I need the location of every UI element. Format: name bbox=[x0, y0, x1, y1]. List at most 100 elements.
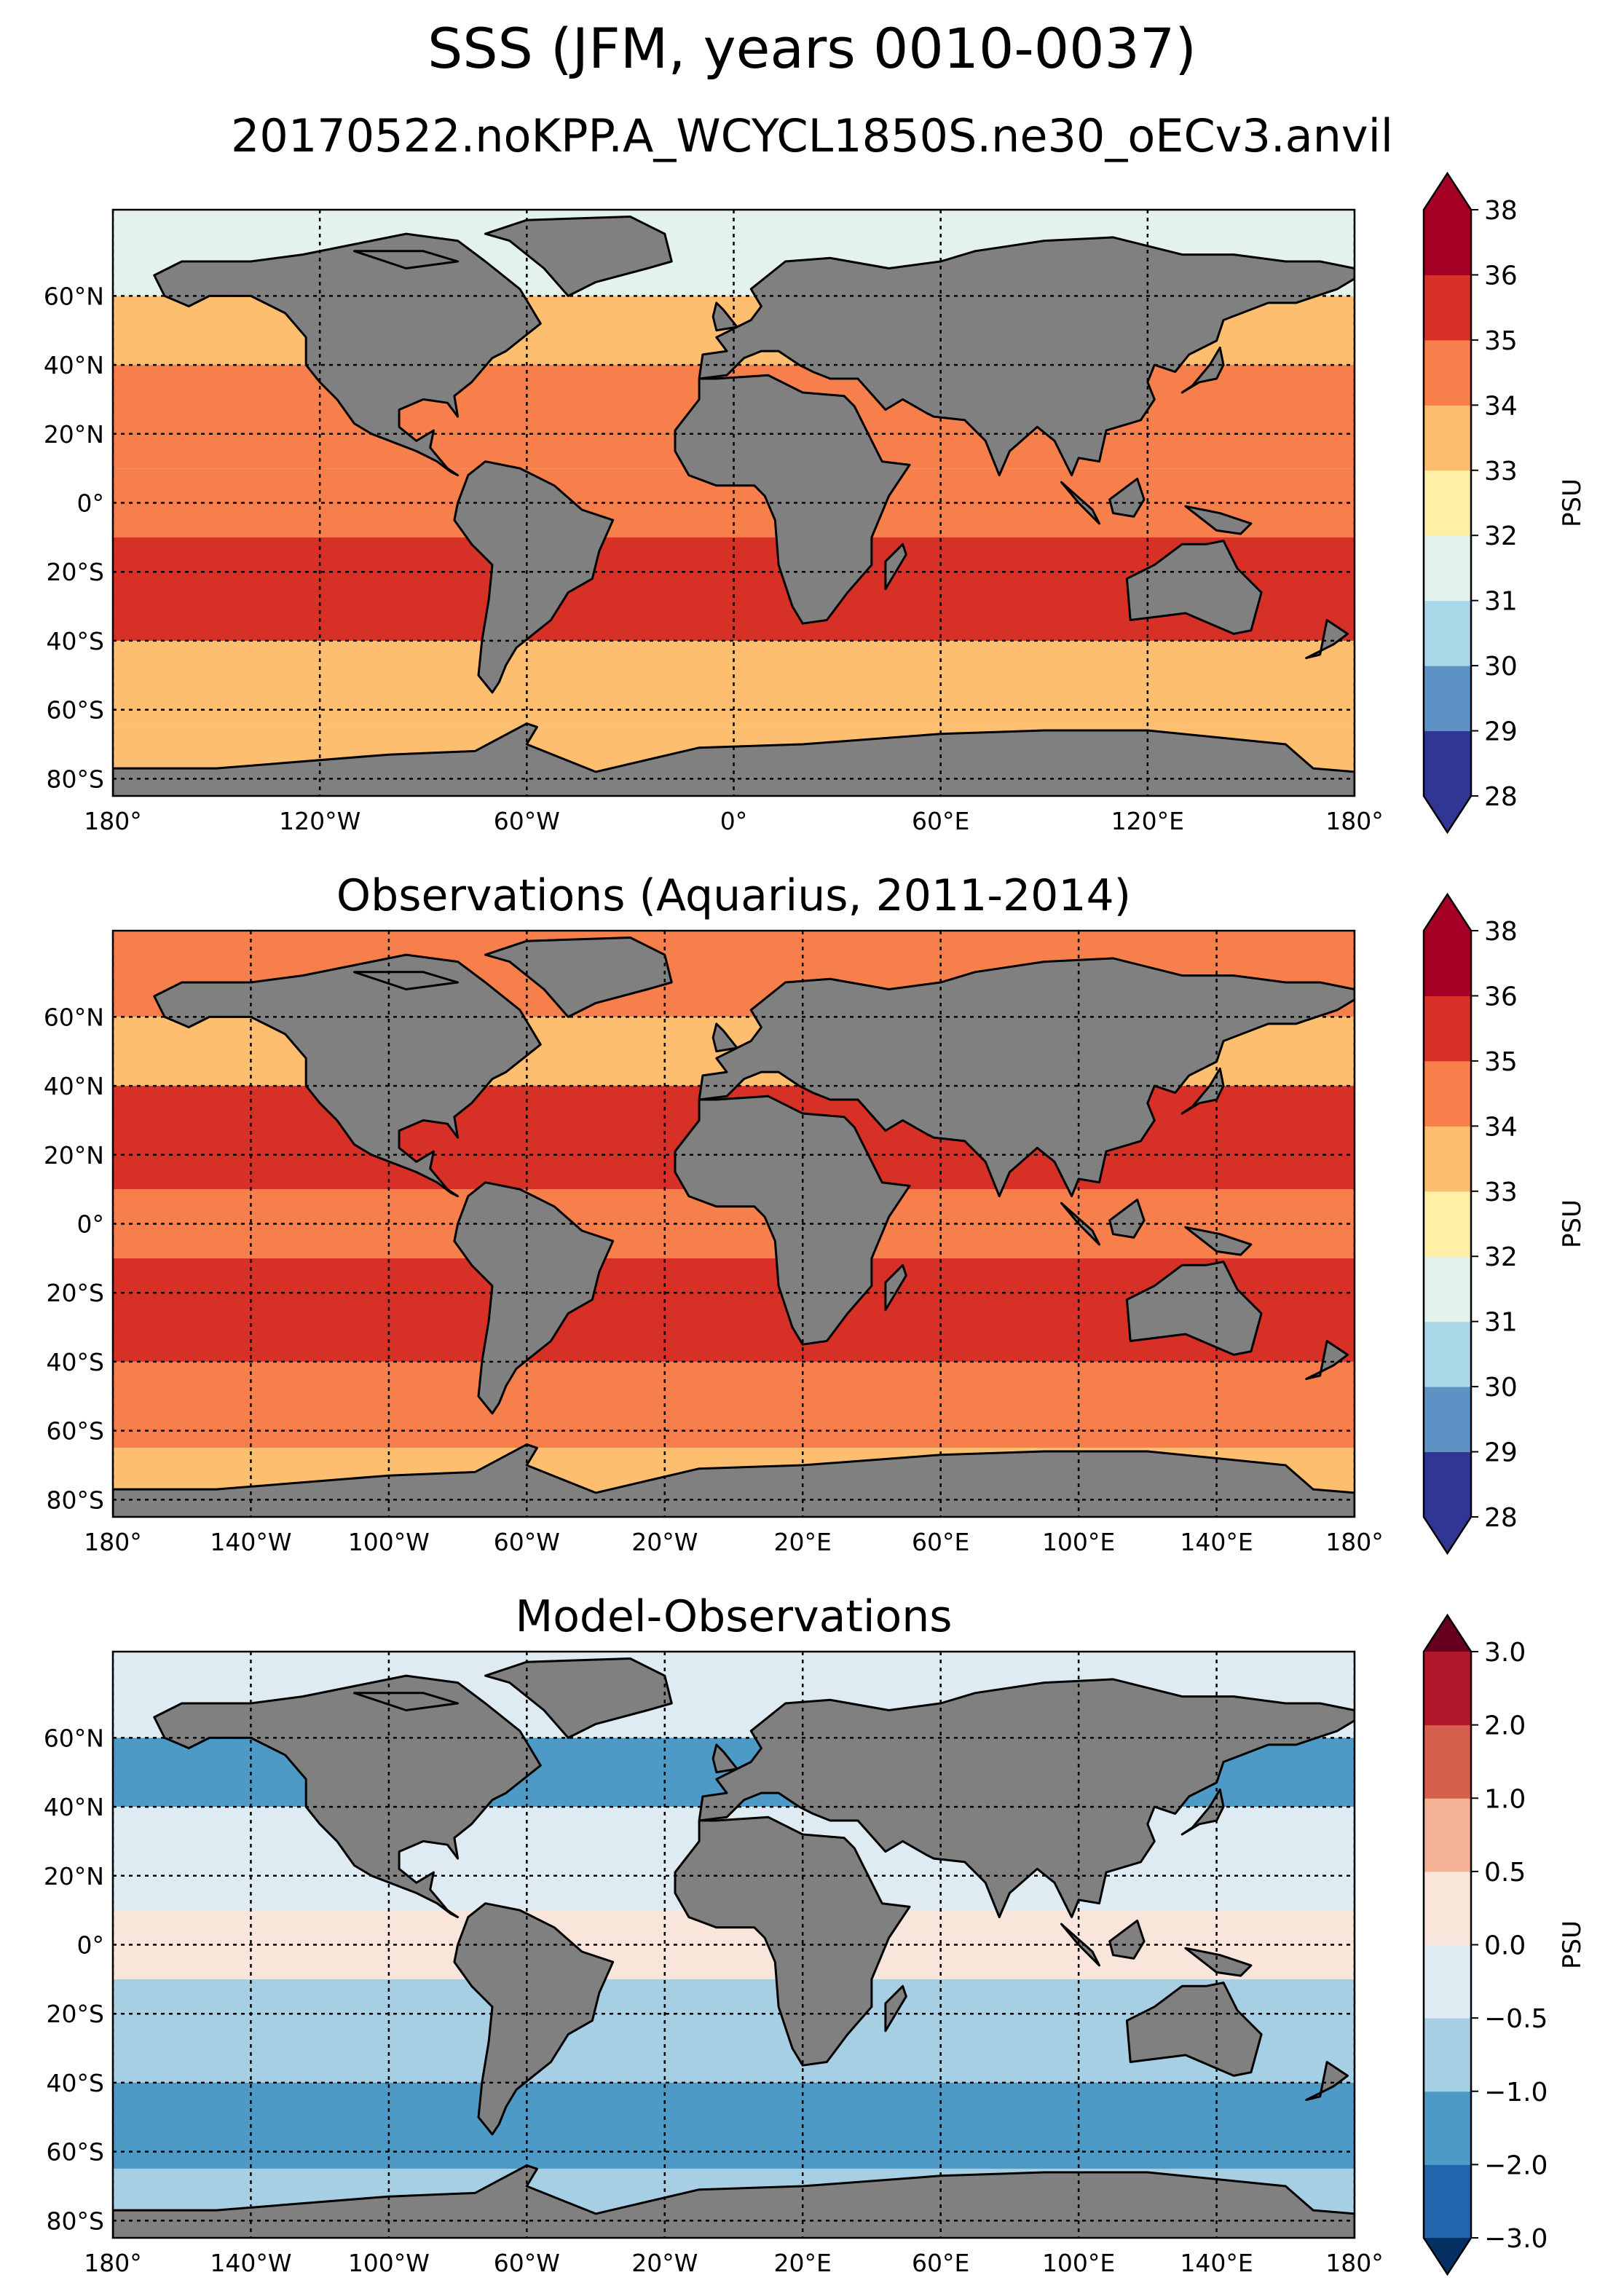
axes-frame bbox=[111, 1650, 1356, 2239]
lat-tick-label: 40°N bbox=[44, 351, 104, 379]
lat-tick-label: 20°N bbox=[44, 420, 104, 449]
colorbar-tick-label: 29 bbox=[1484, 717, 1518, 747]
lat-tick-label: 0° bbox=[77, 1210, 105, 1239]
colorbar-segment bbox=[1424, 470, 1471, 536]
lon-tick-label: 120°E bbox=[1111, 807, 1184, 835]
lon-tick-label: 100°E bbox=[1042, 1528, 1115, 1556]
colorbar-segment bbox=[1424, 1451, 1471, 1518]
field-band bbox=[113, 1361, 1355, 1448]
field-band bbox=[113, 2082, 1355, 2169]
colorbar-tick-label: 31 bbox=[1484, 587, 1518, 617]
land-mass bbox=[674, 1815, 911, 2067]
lat-tick-label: 60°N bbox=[44, 1724, 104, 1752]
lon-tick-label: 180° bbox=[1325, 2249, 1384, 2277]
colorbar-segment bbox=[1424, 1871, 1471, 1945]
lon-tick-label: 60°E bbox=[912, 2249, 969, 2277]
colorbar-tick-label: 32 bbox=[1484, 1242, 1518, 1272]
colorbar-tick-label: 32 bbox=[1484, 521, 1518, 551]
land-mass bbox=[712, 1743, 738, 1774]
lat-tick-label: 60°S bbox=[47, 1417, 104, 1446]
map-area bbox=[113, 931, 1355, 1517]
colorbar-segment bbox=[1424, 1321, 1471, 1387]
colorbar-tick-label: 38 bbox=[1484, 196, 1518, 226]
colorbar-tick-label: 28 bbox=[1484, 1503, 1518, 1533]
colorbar-segment bbox=[1424, 1798, 1471, 1872]
lon-tick-label: 60°E bbox=[912, 807, 969, 835]
colorbar-tick-label: 30 bbox=[1484, 652, 1518, 682]
colorbar-tick-label: 33 bbox=[1484, 457, 1518, 486]
land-mass bbox=[353, 250, 460, 269]
lat-tick-label: 60°N bbox=[44, 1003, 104, 1031]
lon-tick-label: 100°W bbox=[348, 1528, 430, 1556]
colorbar-segment bbox=[1424, 1256, 1471, 1322]
lon-tick-label: 20°W bbox=[631, 2249, 698, 2277]
lon-tick-label: 140°W bbox=[210, 2249, 291, 2277]
land-mass bbox=[674, 1095, 911, 1346]
lon-tick-label: 180° bbox=[1325, 807, 1384, 835]
land-mass bbox=[1180, 1067, 1225, 1115]
colorbar-segment bbox=[1424, 2018, 1471, 2092]
colorbar-segment bbox=[1424, 405, 1471, 471]
lat-tick-label: 20°S bbox=[47, 1279, 104, 1307]
lon-tick-label: 140°E bbox=[1180, 1528, 1253, 1556]
figure-subtitle: 20170522.noKPP.A_WCYCL1850S.ne30_oECv3.a… bbox=[230, 109, 1394, 162]
lat-tick-label: 0° bbox=[77, 489, 105, 518]
colorbar-extend-max bbox=[1424, 1615, 1471, 1652]
colorbar-segment bbox=[1424, 730, 1471, 797]
lat-tick-label: 80°S bbox=[47, 765, 104, 793]
land-mass bbox=[1108, 477, 1146, 518]
colorbar-tick-label: 36 bbox=[1484, 261, 1518, 291]
lon-tick-label: 60°W bbox=[494, 1528, 560, 1556]
lat-tick-label: 40°S bbox=[47, 627, 104, 655]
axes-frame bbox=[111, 929, 1356, 1518]
colorbar-segment bbox=[1424, 2164, 1471, 2239]
panel-title: Observations (Aquarius, 2011-2014) bbox=[336, 870, 1131, 921]
land-mass bbox=[712, 301, 738, 332]
land-mass bbox=[884, 1984, 907, 2032]
colorbar-extend-min bbox=[1424, 1517, 1471, 1553]
land-mass bbox=[484, 937, 673, 1018]
lon-tick-label: 180° bbox=[84, 1528, 142, 1556]
colorbar-tick-label: 35 bbox=[1484, 326, 1518, 356]
colorbar-label: PSU bbox=[1558, 478, 1587, 527]
colorbar-tick-label: 3.0 bbox=[1484, 1638, 1526, 1668]
lat-tick-label: 20°N bbox=[44, 1862, 104, 1890]
lon-tick-label: 180° bbox=[84, 807, 142, 835]
land-mass bbox=[484, 216, 673, 297]
colorbar-tick-label: 38 bbox=[1484, 917, 1518, 947]
colorbar-segment bbox=[1424, 1191, 1471, 1257]
land-mass bbox=[1125, 540, 1263, 635]
land-mass bbox=[1184, 1947, 1253, 1977]
lon-tick-label: 140°E bbox=[1180, 2249, 1253, 2277]
colorbar-segment bbox=[1424, 666, 1471, 732]
lon-tick-label: 60°W bbox=[494, 807, 560, 835]
land-mass bbox=[1184, 505, 1253, 535]
lat-tick-label: 20°N bbox=[44, 1141, 104, 1170]
colorbar-tick-label: −2.0 bbox=[1484, 2150, 1548, 2180]
colorbar-extend-max bbox=[1424, 173, 1471, 210]
land-mass bbox=[453, 460, 615, 694]
lat-tick-label: 80°S bbox=[47, 2207, 104, 2235]
lon-tick-label: 180° bbox=[84, 2249, 142, 2277]
map-area bbox=[113, 1652, 1355, 2238]
colorbar-extend-min bbox=[1424, 2238, 1471, 2274]
lat-tick-label: 40°N bbox=[44, 1793, 104, 1821]
colorbar-tick-label: 0.0 bbox=[1484, 1931, 1526, 1961]
colorbar-extend-min bbox=[1424, 796, 1471, 832]
colorbar-tick-label: 28 bbox=[1484, 782, 1518, 812]
colorbar-segment bbox=[1424, 210, 1471, 275]
colorbar-tick-label: 36 bbox=[1484, 982, 1518, 1012]
land-mass bbox=[1305, 1340, 1349, 1381]
colorbar-extend-max bbox=[1424, 894, 1471, 931]
colorbar-segment bbox=[1424, 535, 1471, 602]
land-mass bbox=[698, 1678, 1355, 1919]
colorbar: 28 29 30 31 32 33 34 35 36 38 PSU bbox=[1422, 892, 1587, 1555]
colorbar-segment bbox=[1424, 600, 1471, 666]
land-mass bbox=[484, 1657, 673, 1739]
colorbar-segment bbox=[1424, 275, 1471, 341]
colorbar-segment bbox=[1424, 1126, 1471, 1192]
land-mass bbox=[153, 1674, 542, 1919]
colorbar-segment bbox=[1424, 995, 1471, 1062]
lon-tick-label: 100°E bbox=[1042, 2249, 1115, 2277]
